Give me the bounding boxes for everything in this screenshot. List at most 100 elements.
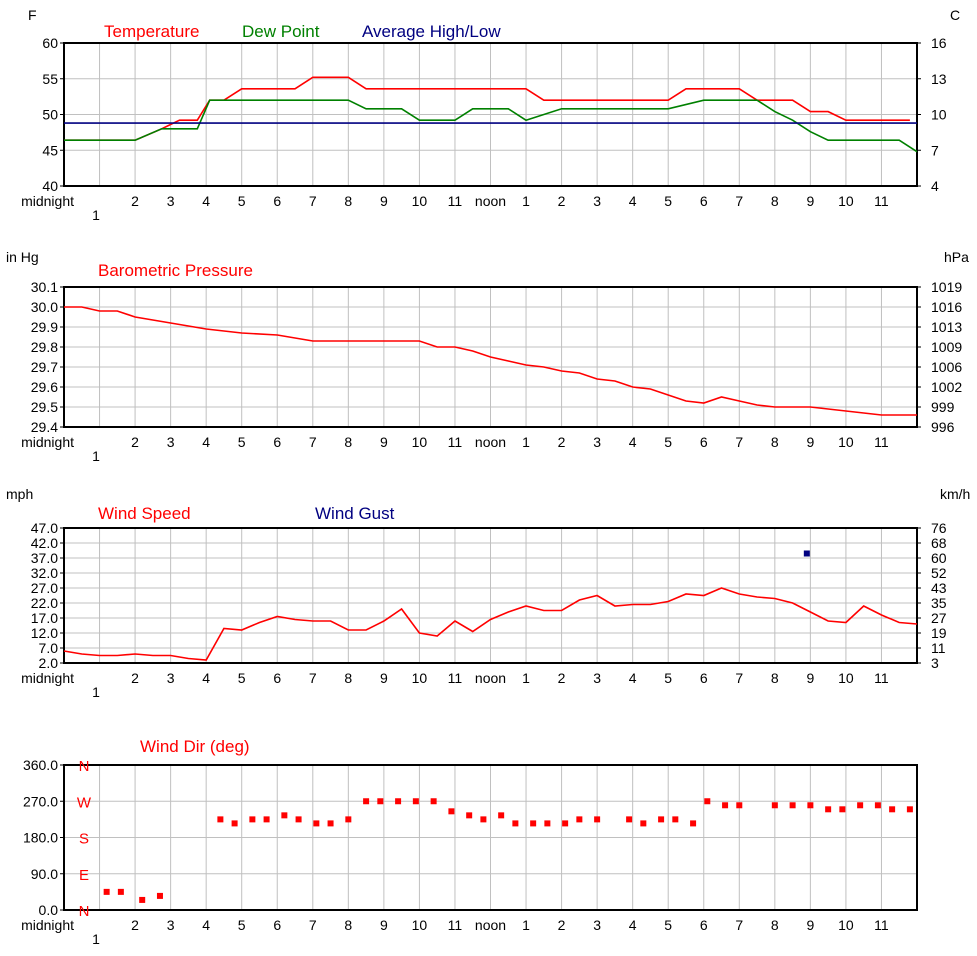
x-tick-label: 11 [448, 193, 463, 209]
x-tick-label: 8 [771, 434, 779, 450]
y-tick-label: 270.0 [23, 793, 58, 809]
y2-tick-label: 16 [931, 35, 947, 51]
wind-dir-point [839, 806, 846, 813]
x-tick-label: noon [475, 193, 506, 209]
y-tick-label: 30.0 [31, 299, 58, 315]
x-tick-label: 8 [344, 434, 352, 450]
x-tick-label: 1 [522, 670, 530, 686]
x-tick-label: 7 [309, 193, 317, 209]
y2-tick-label: 52 [931, 565, 947, 581]
y2-tick-label: 1016 [931, 299, 962, 315]
x-tick-label: 5 [238, 917, 246, 933]
x-tick-label: 6 [273, 917, 281, 933]
x-tick-label: 8 [771, 917, 779, 933]
series-line-barometric-pressure [64, 306, 917, 416]
y2-tick-label: 13 [931, 71, 947, 87]
y-tick-label: 7.0 [39, 640, 59, 656]
x-tick-label: 11 [448, 670, 463, 686]
x-tick-label: 5 [238, 193, 246, 209]
wind-dir-point [480, 816, 487, 823]
x-tick-sublabel: 1 [92, 684, 100, 700]
y2-tick-label: 999 [931, 399, 955, 415]
y2-tick-label: 7 [931, 142, 939, 158]
x-tick-label: 3 [167, 917, 175, 933]
wind-dir-point [736, 802, 743, 809]
x-tick-label: 9 [806, 670, 814, 686]
x-tick-label: 7 [309, 670, 317, 686]
x-tick-label: 3 [167, 193, 175, 209]
wind-dir-point [874, 802, 881, 809]
wind-dir-point [672, 816, 679, 823]
y2-tick-label: 76 [931, 520, 947, 536]
compass-label: S [79, 831, 89, 848]
x-tick-label: 3 [593, 434, 601, 450]
wind-dir-point [544, 820, 551, 827]
x-tick-label: 2 [558, 193, 566, 209]
wind-dir-point [363, 798, 370, 805]
y-tick-label: 32.0 [31, 565, 58, 581]
x-tick-label: 2 [131, 670, 139, 686]
series-line-dew-point [64, 99, 918, 153]
x-tick-label: 7 [309, 434, 317, 450]
y-tick-label: 22.0 [31, 595, 58, 611]
temperature-left-unit: F [28, 7, 37, 23]
y-tick-label: 90.0 [31, 866, 58, 882]
y-tick-label: 29.8 [31, 339, 58, 355]
x-tick-label: 10 [838, 917, 854, 933]
x-tick-label: 10 [838, 193, 854, 209]
x-tick-sublabel: 1 [92, 207, 100, 223]
x-tick-label: 5 [238, 670, 246, 686]
x-tick-label: 5 [664, 670, 672, 686]
compass-label: E [79, 867, 89, 884]
x-tick-label: 6 [700, 917, 708, 933]
x-tick-label: 2 [131, 917, 139, 933]
x-tick-label: 10 [838, 670, 854, 686]
wind-dir-point [704, 798, 711, 805]
y-tick-label: 12.0 [31, 625, 58, 641]
x-tick-label: 1 [522, 917, 530, 933]
wind-dir-point [295, 816, 302, 823]
y-tick-label: 29.7 [31, 359, 58, 375]
legend-average-high-low: Average High/Low [362, 22, 501, 41]
y-tick-label: 47.0 [31, 520, 58, 536]
legend-wind-speed: Wind Speed [98, 504, 191, 523]
x-tick-label: 11 [448, 917, 463, 933]
y-tick-label: 29.6 [31, 379, 58, 395]
y-tick-label: 29.4 [31, 419, 58, 435]
wind-speed-chart: mph km/h Wind Speed Wind Gust 2.07.012.0… [6, 486, 970, 700]
wind-dir-point [498, 812, 505, 819]
y-tick-label: 40 [42, 178, 58, 194]
x-tick-label: 6 [700, 193, 708, 209]
wind-dir-point [217, 816, 224, 823]
wind-dir-point [562, 820, 569, 827]
x-tick-label: 7 [735, 193, 743, 209]
wind-dir-point [889, 806, 896, 813]
x-tick-label: 9 [380, 670, 388, 686]
y-tick-label: 17.0 [31, 610, 58, 626]
x-tick-label: 1 [522, 193, 530, 209]
y2-tick-label: 1002 [931, 379, 962, 395]
wind-dir-point [377, 798, 384, 805]
x-tick-label: 11 [874, 434, 889, 450]
x-tick-label: 10 [838, 434, 854, 450]
y-tick-label: 360.0 [23, 757, 58, 773]
plot-frame [63, 286, 918, 428]
compass-label: W [77, 794, 92, 811]
x-tick-label: 3 [167, 434, 175, 450]
legend-dew-point: Dew Point [242, 22, 320, 41]
wind-dir-point [807, 802, 814, 809]
legend-wind-gust: Wind Gust [315, 504, 395, 523]
x-tick-label: 4 [202, 434, 210, 450]
x-tick-label: 8 [344, 917, 352, 933]
wind-dir-point [412, 798, 419, 805]
x-tick-label: 3 [167, 670, 175, 686]
wind-dir-point [231, 820, 238, 827]
x-tick-label: midnight [21, 193, 74, 209]
y-tick-label: 0.0 [39, 902, 59, 918]
x-tick-label: 8 [344, 670, 352, 686]
x-tick-label: 4 [629, 434, 637, 450]
x-tick-label: 4 [202, 670, 210, 686]
x-tick-label: 8 [771, 193, 779, 209]
y-tick-label: 45 [42, 142, 58, 158]
wind-dir-point [117, 888, 124, 895]
